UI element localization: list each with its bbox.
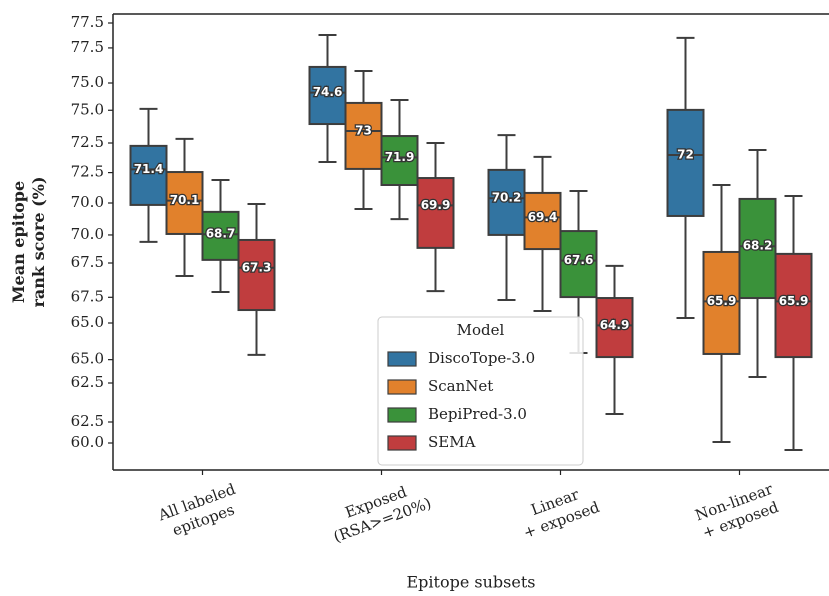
legend-swatch [387,407,417,423]
y-tick-label: 65.0 [71,313,104,331]
median-label: 72 [677,148,694,162]
median-label: 71.4 [134,162,164,176]
median-label: 74.6 [313,85,343,99]
y-tick-label: 60.0 [71,433,104,451]
y-tick-label: 65.0 [71,350,104,368]
legend-title: Model [457,321,505,339]
median-label: 65.9 [707,294,737,308]
y-axis-label-line: rank score (%) [29,176,48,307]
y-axis-label: Mean epitoperank score (%) [9,176,48,307]
x-tick-label: All labeledepitopes [155,480,245,543]
x-axis-label: Epitope subsets [407,573,536,592]
box [129,144,168,206]
median-label: 64.9 [600,318,630,332]
legend-label: ScanNet [428,377,493,395]
box [380,135,419,186]
median-label: 67.6 [564,253,594,267]
median-label: 70.1 [170,193,200,207]
box [165,171,204,235]
y-tick-label: 70.0 [71,225,104,243]
legend-label: BepiPred-3.0 [428,405,527,423]
x-tick-label: Exposed(RSA>=20%) [325,476,434,546]
y-tick-label: 67.5 [71,287,104,305]
box [344,101,383,170]
box [595,297,634,359]
box [702,250,741,355]
legend-swatch [387,435,417,451]
y-tick-label: 75.0 [71,73,104,91]
box [201,210,240,261]
y-tick-label: 62.5 [71,412,104,430]
median-label: 69.4 [528,210,558,224]
y-tick-label: 77.5 [71,38,104,56]
median-label: 67.3 [242,260,272,274]
y-tick-label: 72.5 [71,163,104,181]
box [774,252,813,359]
median-label: 71.9 [385,150,415,164]
legend-swatch [387,351,417,367]
box [738,197,777,300]
box [237,238,276,312]
x-tick-label: Non-linear+ exposed [693,480,783,543]
y-tick-label: 77.5 [71,13,104,31]
legend-label: DiscoTope-3.0 [428,349,535,367]
box [559,230,598,299]
box [523,191,562,251]
box [308,65,347,126]
y-tick-label: 75.0 [71,100,104,118]
median-label: 69.9 [421,198,451,212]
x-tick-label: Linear+ exposed [514,480,602,542]
legend-swatch [387,379,417,395]
y-tick-label: 67.5 [71,253,104,271]
median-label: 65.9 [779,294,809,308]
y-tick-label: 70.0 [71,193,104,211]
box [487,168,526,236]
box [416,177,455,249]
median-label: 68.7 [206,227,236,241]
y-tick-label: 62.5 [71,373,104,391]
median-label: 68.2 [743,239,773,253]
y-axis-label-line: Mean epitope [9,181,28,303]
median-label: 70.2 [492,191,522,205]
box [666,108,705,217]
y-tick-label: 72.5 [71,133,104,151]
median-label: 73 [355,124,372,138]
legend-label: SEMA [428,433,476,451]
legend-box [377,316,584,466]
